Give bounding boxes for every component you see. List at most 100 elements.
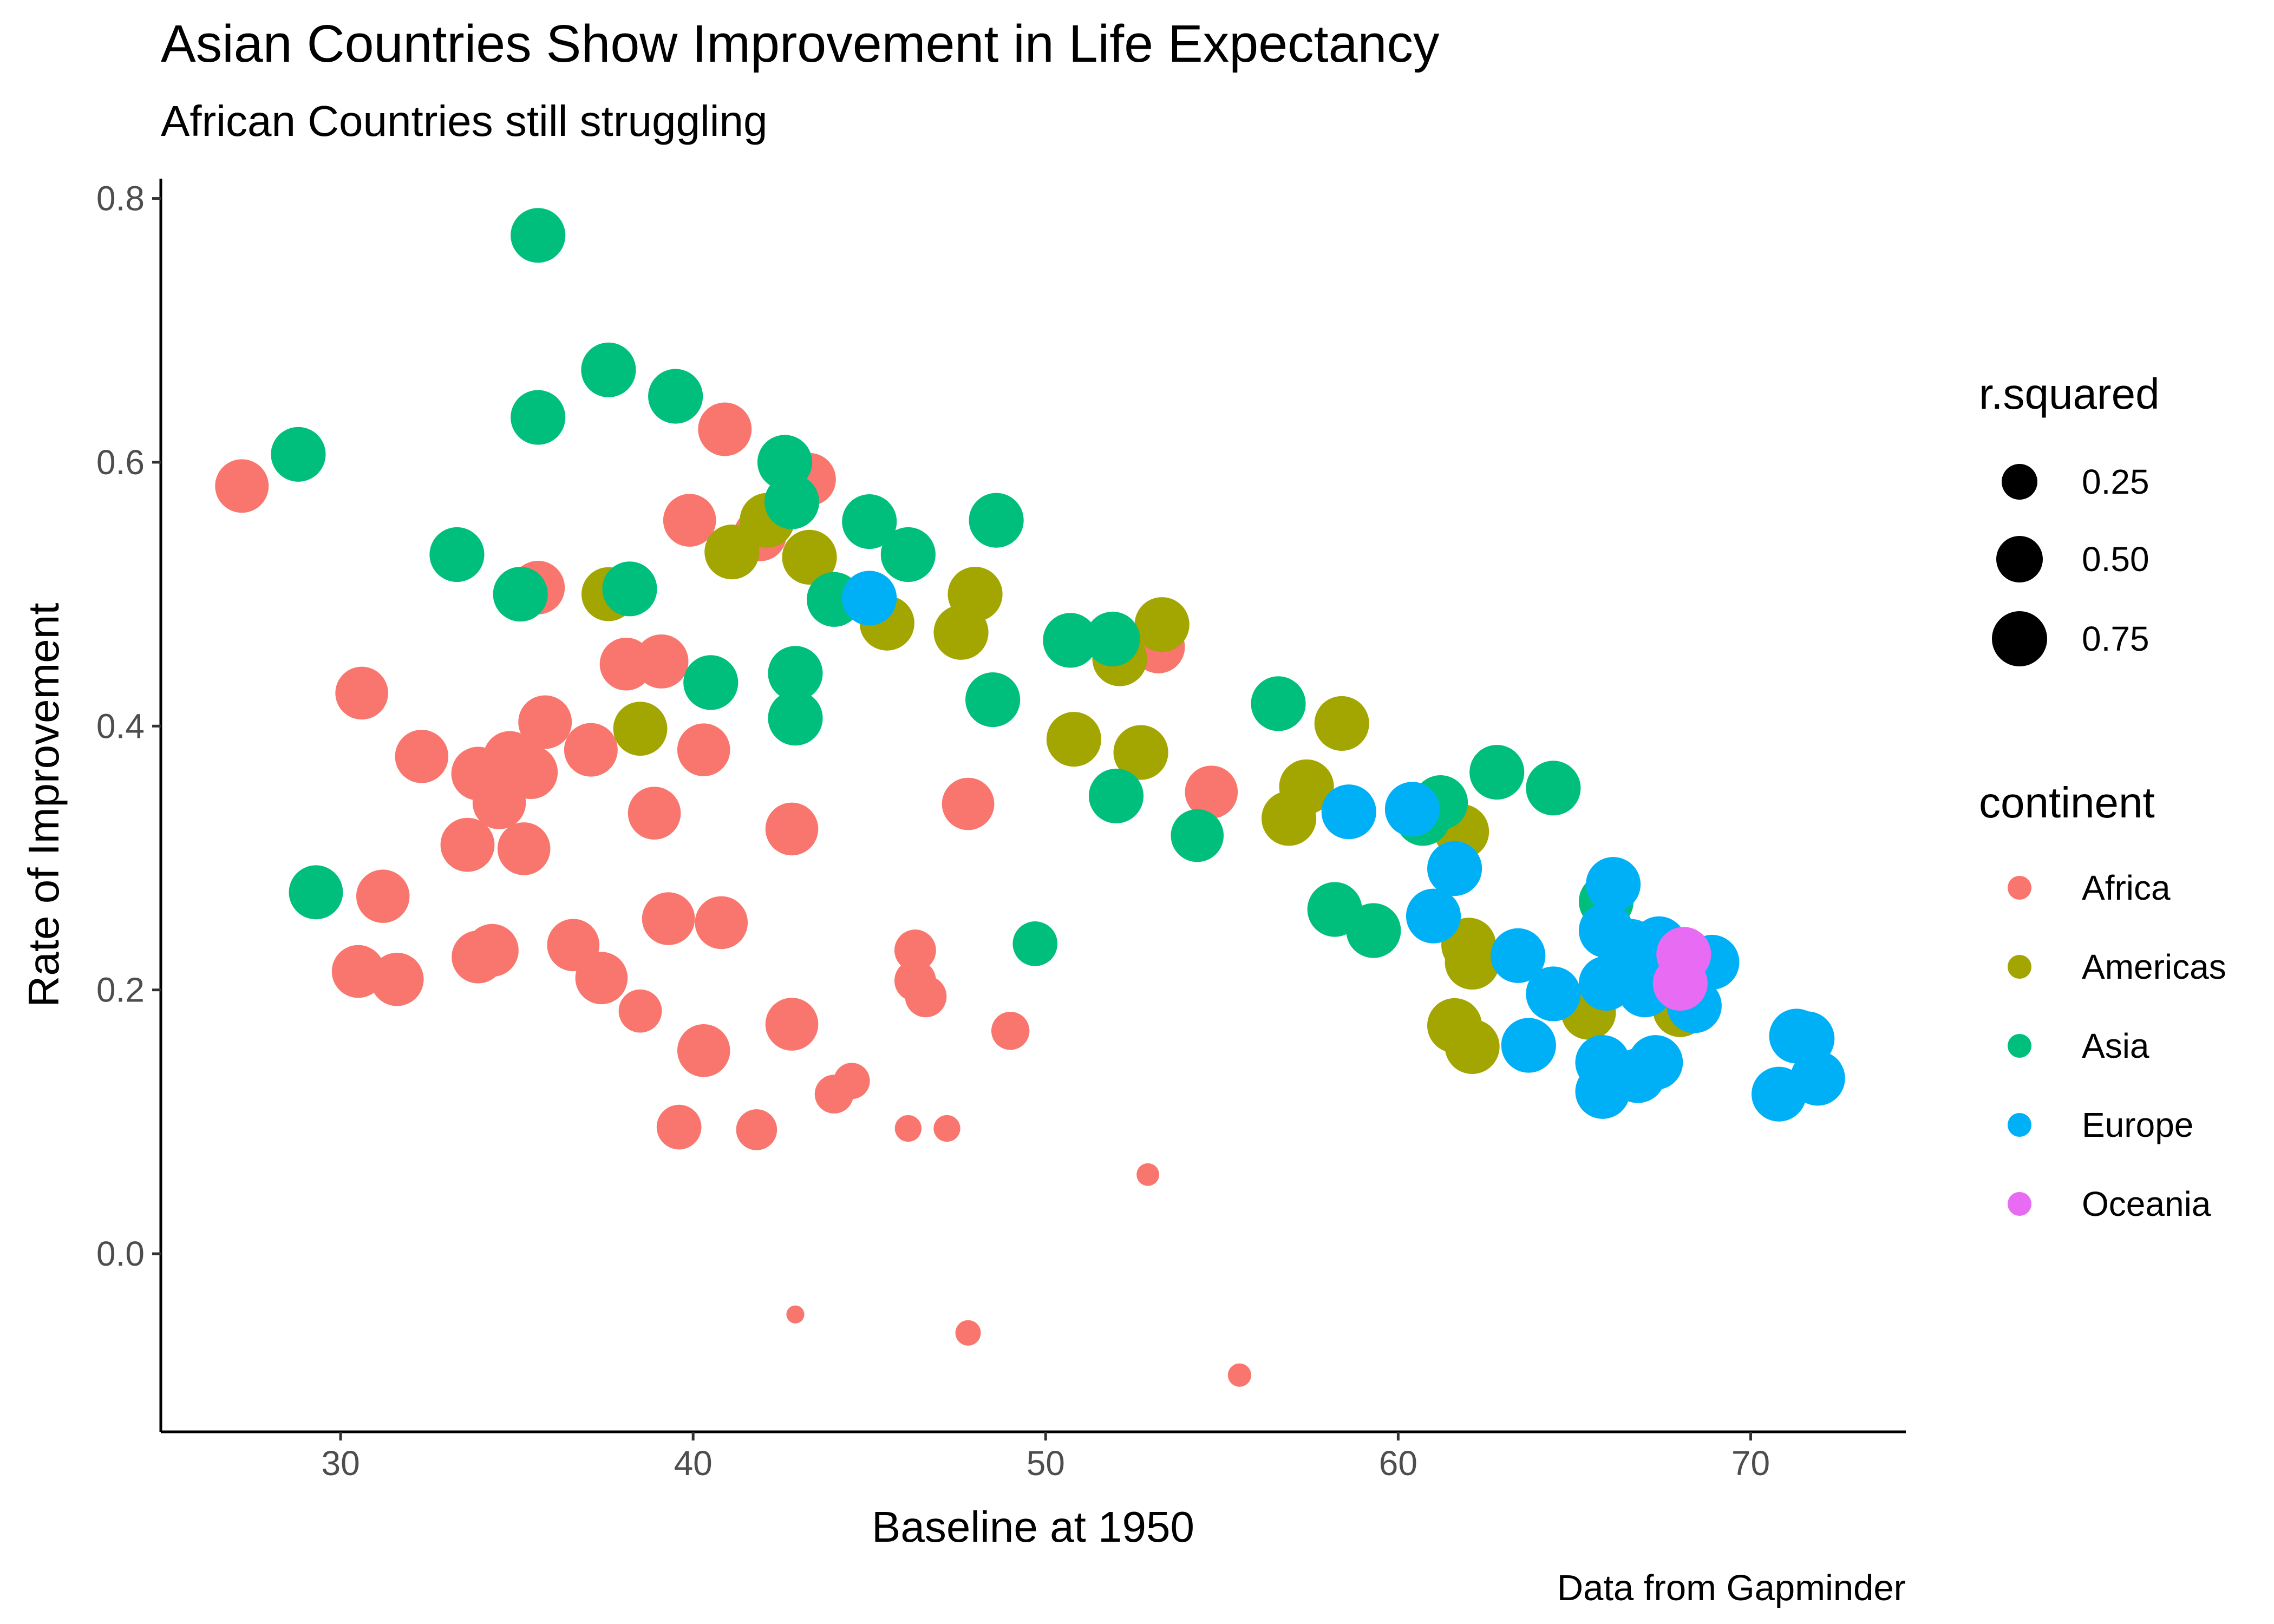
color-legend-title: continent: [1979, 778, 2155, 827]
point-africa: [933, 1115, 960, 1142]
chart-subtitle: African Countries still struggling: [161, 97, 768, 145]
point-africa: [677, 723, 730, 776]
point-africa: [634, 634, 689, 689]
point-africa: [504, 745, 558, 800]
color-legend-key-africa: [2008, 876, 2031, 900]
point-americas: [1046, 712, 1101, 767]
point-europe: [1384, 782, 1440, 837]
point-asia: [1171, 809, 1224, 862]
point-asia: [965, 672, 1021, 728]
chart-caption: Data from Gapminder: [1557, 1568, 1906, 1608]
color-legend-label-oceania: Oceania: [2082, 1184, 2211, 1223]
color-legend-key-oceania: [2008, 1192, 2031, 1216]
size-legend-label-050: 0.50: [2082, 540, 2149, 579]
point-americas: [1445, 1019, 1500, 1075]
size-legend-label-075: 0.75: [2082, 619, 2149, 658]
point-africa: [833, 1063, 870, 1099]
point-europe: [1427, 841, 1482, 896]
point-africa: [1136, 1163, 1160, 1186]
point-americas: [1113, 725, 1168, 780]
point-asia: [1043, 613, 1098, 668]
point-asia: [1469, 745, 1525, 800]
point-africa: [1185, 765, 1238, 818]
points-layer: [215, 208, 1845, 1387]
point-africa: [335, 666, 388, 720]
point-europe: [1321, 784, 1376, 840]
y-tick-label: 0.2: [96, 971, 145, 1010]
point-europe: [1586, 857, 1641, 912]
point-africa: [466, 924, 519, 977]
point-africa: [356, 869, 410, 923]
point-europe: [842, 571, 897, 626]
point-americas: [782, 529, 837, 585]
point-europe: [1501, 1018, 1556, 1073]
point-asia: [1088, 768, 1144, 824]
point-asia: [581, 342, 636, 397]
point-africa: [575, 952, 628, 1005]
point-asia: [764, 474, 820, 529]
size-legend: r.squared 0.25 0.50 0.75: [1979, 370, 2160, 666]
color-legend-key-asia: [2008, 1034, 2031, 1058]
point-africa: [765, 998, 819, 1051]
point-africa: [497, 822, 551, 875]
y-tick-label: 0.8: [96, 179, 145, 218]
point-asia: [429, 527, 485, 582]
point-africa: [695, 896, 748, 949]
size-legend-key-075: [1992, 611, 2047, 666]
point-africa: [894, 929, 936, 971]
point-asia: [768, 646, 823, 701]
color-legend-label-asia: Asia: [2082, 1026, 2149, 1065]
point-europe: [1790, 1051, 1845, 1106]
x-tick-label: 30: [321, 1444, 360, 1483]
x-axis-title: Baseline at 1950: [872, 1503, 1194, 1551]
point-africa: [991, 1012, 1030, 1050]
point-europe: [1526, 966, 1581, 1021]
point-asia: [511, 390, 566, 445]
point-africa: [905, 975, 947, 1018]
point-asia: [493, 567, 548, 622]
point-americas: [704, 525, 760, 580]
point-asia: [1012, 921, 1058, 966]
point-africa: [894, 1115, 922, 1142]
point-oceania: [1652, 955, 1708, 1011]
point-africa: [942, 777, 995, 830]
color-legend: continent Africa Americas Asia Europe Oc…: [1979, 778, 2226, 1223]
point-asia: [768, 691, 823, 746]
x-tick-label: 40: [674, 1444, 713, 1483]
point-africa: [215, 459, 269, 513]
y-tick-label: 0.4: [96, 706, 145, 745]
point-americas: [1134, 597, 1190, 652]
point-africa: [440, 817, 495, 872]
size-legend-label-025: 0.25: [2082, 462, 2149, 501]
color-legend-key-americas: [2008, 955, 2031, 979]
size-legend-key-050: [1996, 536, 2043, 582]
color-legend-label-europe: Europe: [2082, 1105, 2193, 1144]
point-africa: [1227, 1363, 1251, 1387]
point-asia: [683, 655, 739, 710]
point-africa: [955, 1320, 981, 1346]
point-africa: [786, 1305, 805, 1324]
point-asia: [602, 561, 657, 617]
point-asia: [842, 494, 897, 549]
point-asia: [1251, 676, 1306, 731]
point-africa: [656, 1104, 702, 1150]
color-legend-label-americas: Americas: [2082, 947, 2226, 986]
point-africa: [395, 730, 449, 783]
point-asia: [1346, 903, 1401, 958]
axes-layer: [159, 179, 1906, 1433]
point-asia: [1085, 611, 1140, 667]
point-africa: [370, 952, 424, 1006]
point-africa: [518, 695, 572, 749]
size-legend-key-025: [2002, 464, 2037, 500]
point-asia: [969, 493, 1024, 548]
point-africa: [663, 494, 716, 547]
point-asia: [289, 865, 343, 920]
point-africa: [618, 989, 662, 1033]
x-tick-label: 50: [1027, 1444, 1065, 1483]
y-tick-label: 0.6: [96, 443, 145, 482]
point-asia: [271, 427, 326, 482]
point-africa: [736, 1109, 777, 1150]
point-africa: [677, 1024, 730, 1077]
point-asia: [648, 369, 703, 424]
point-asia: [1526, 761, 1581, 816]
